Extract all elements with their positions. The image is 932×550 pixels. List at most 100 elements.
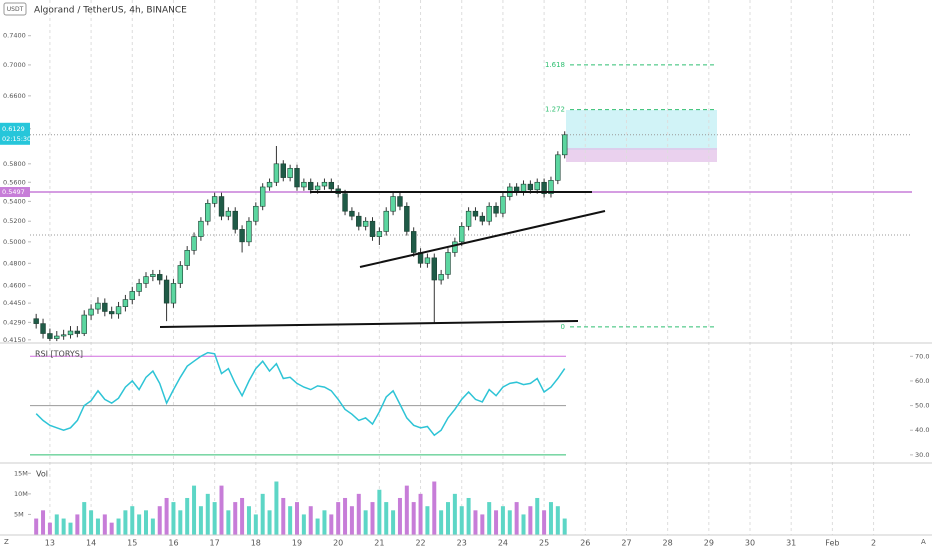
x-tick-label: 31 xyxy=(786,539,796,548)
candle-body xyxy=(376,231,383,237)
volume-bar xyxy=(246,506,251,535)
volume-bar xyxy=(34,518,39,535)
candle-body xyxy=(493,205,499,214)
volume-bar xyxy=(212,502,217,535)
volume-bar xyxy=(349,506,354,535)
x-tick-label: 18 xyxy=(251,539,261,548)
volume-bar xyxy=(267,510,272,535)
volume-bar xyxy=(500,506,505,535)
candle-body xyxy=(452,241,458,253)
x-tick-label: 30 xyxy=(745,539,755,548)
volume-bar xyxy=(487,502,492,535)
corner-label[interactable]: A xyxy=(921,538,926,546)
volume-bar xyxy=(555,506,560,535)
y-tick-label: 0.4600 xyxy=(3,282,26,290)
x-tick-label: 2 xyxy=(871,539,876,548)
volume-bar xyxy=(452,493,457,535)
chart-title: Algorand / TetherUS, 4h, BINANCE xyxy=(34,6,187,16)
y-tick-label: 0.6600 xyxy=(3,92,26,100)
currency: USDT xyxy=(7,6,24,13)
corner-label[interactable]: Z xyxy=(4,538,9,546)
x-tick-label: 21 xyxy=(374,539,384,548)
candle-body xyxy=(40,323,46,334)
volume-bar xyxy=(116,518,121,535)
candle-body xyxy=(211,196,218,204)
y-tick-label: 0.5800 xyxy=(3,160,26,168)
y-tick-label: 10M xyxy=(14,490,28,498)
currency-box[interactable] xyxy=(3,2,27,16)
candle-body xyxy=(54,335,60,339)
candle-body xyxy=(191,236,197,251)
last-price-box xyxy=(0,122,30,145)
volume-bar xyxy=(370,502,375,535)
candle-body xyxy=(102,302,108,312)
fib-label: 1.272 xyxy=(545,106,565,114)
volume-bar xyxy=(233,502,238,535)
candle-body xyxy=(383,210,389,232)
x-tick-label: 14 xyxy=(86,539,96,548)
y-tick-label: 60.0 xyxy=(915,377,929,385)
y-tick-label: 0.4800 xyxy=(3,259,26,267)
y-tick-label: 40.0 xyxy=(915,426,929,434)
volume-bar xyxy=(47,522,52,535)
volume-bar xyxy=(315,518,320,535)
volume-bar xyxy=(356,493,361,535)
volume-bar xyxy=(41,510,46,535)
rsi-label: RSI [TORYS] xyxy=(35,350,83,359)
candle-body xyxy=(198,220,204,237)
trend-line xyxy=(359,210,606,268)
candle-body xyxy=(445,252,451,275)
volume-bar xyxy=(494,510,499,535)
x-tick-label: 25 xyxy=(539,539,549,548)
candle-body xyxy=(541,181,547,194)
volume-bar xyxy=(542,510,547,535)
trend-line xyxy=(159,320,579,328)
candle-body xyxy=(67,330,74,336)
candle-body xyxy=(404,205,410,232)
fib-zone-upper xyxy=(566,110,717,150)
volume-bar xyxy=(205,493,210,535)
candle-body xyxy=(410,231,417,253)
volume-bar xyxy=(68,522,73,535)
volume-bar xyxy=(343,497,348,535)
candle-body xyxy=(314,185,321,191)
volume-bar xyxy=(171,502,176,535)
candle-body xyxy=(520,183,527,193)
volume-bar xyxy=(123,510,128,535)
volume-bar xyxy=(192,485,197,535)
volume-bar xyxy=(336,502,341,535)
y-tick-label: 0.5000 xyxy=(3,238,26,246)
volume-bar xyxy=(260,493,265,535)
candle-body xyxy=(548,180,554,194)
volume-bar xyxy=(446,502,451,535)
fib-label: 1.618 xyxy=(545,61,565,69)
candle-body xyxy=(74,330,81,334)
y-tick-label: 50.0 xyxy=(915,402,929,410)
volume-bar xyxy=(480,514,485,535)
candle-body xyxy=(438,274,444,281)
x-tick-label: 29 xyxy=(704,539,714,548)
volume-bar xyxy=(466,497,471,535)
y-tick-label: 0.5600 xyxy=(3,178,26,186)
y-tick-label: 0.7000 xyxy=(3,61,26,69)
candle-body xyxy=(287,168,293,178)
y-tick-label: 5M xyxy=(14,510,24,518)
y-tick-label: 0.7400 xyxy=(3,32,26,40)
level-box xyxy=(0,187,30,198)
candle-body xyxy=(356,215,362,227)
volume-bar xyxy=(137,514,142,535)
volume-bar xyxy=(274,481,279,535)
candle-body xyxy=(47,333,53,339)
volume-bar xyxy=(143,510,148,535)
candle-body xyxy=(246,220,252,243)
candle-body xyxy=(479,215,486,222)
candle-body xyxy=(88,308,94,316)
candle-body xyxy=(369,220,376,237)
candle-body xyxy=(465,210,472,227)
volume-bar xyxy=(102,514,107,535)
volume-bar xyxy=(185,497,190,535)
volume-bar xyxy=(198,506,203,535)
candle-body xyxy=(459,226,465,243)
x-tick-label: 28 xyxy=(663,539,673,548)
